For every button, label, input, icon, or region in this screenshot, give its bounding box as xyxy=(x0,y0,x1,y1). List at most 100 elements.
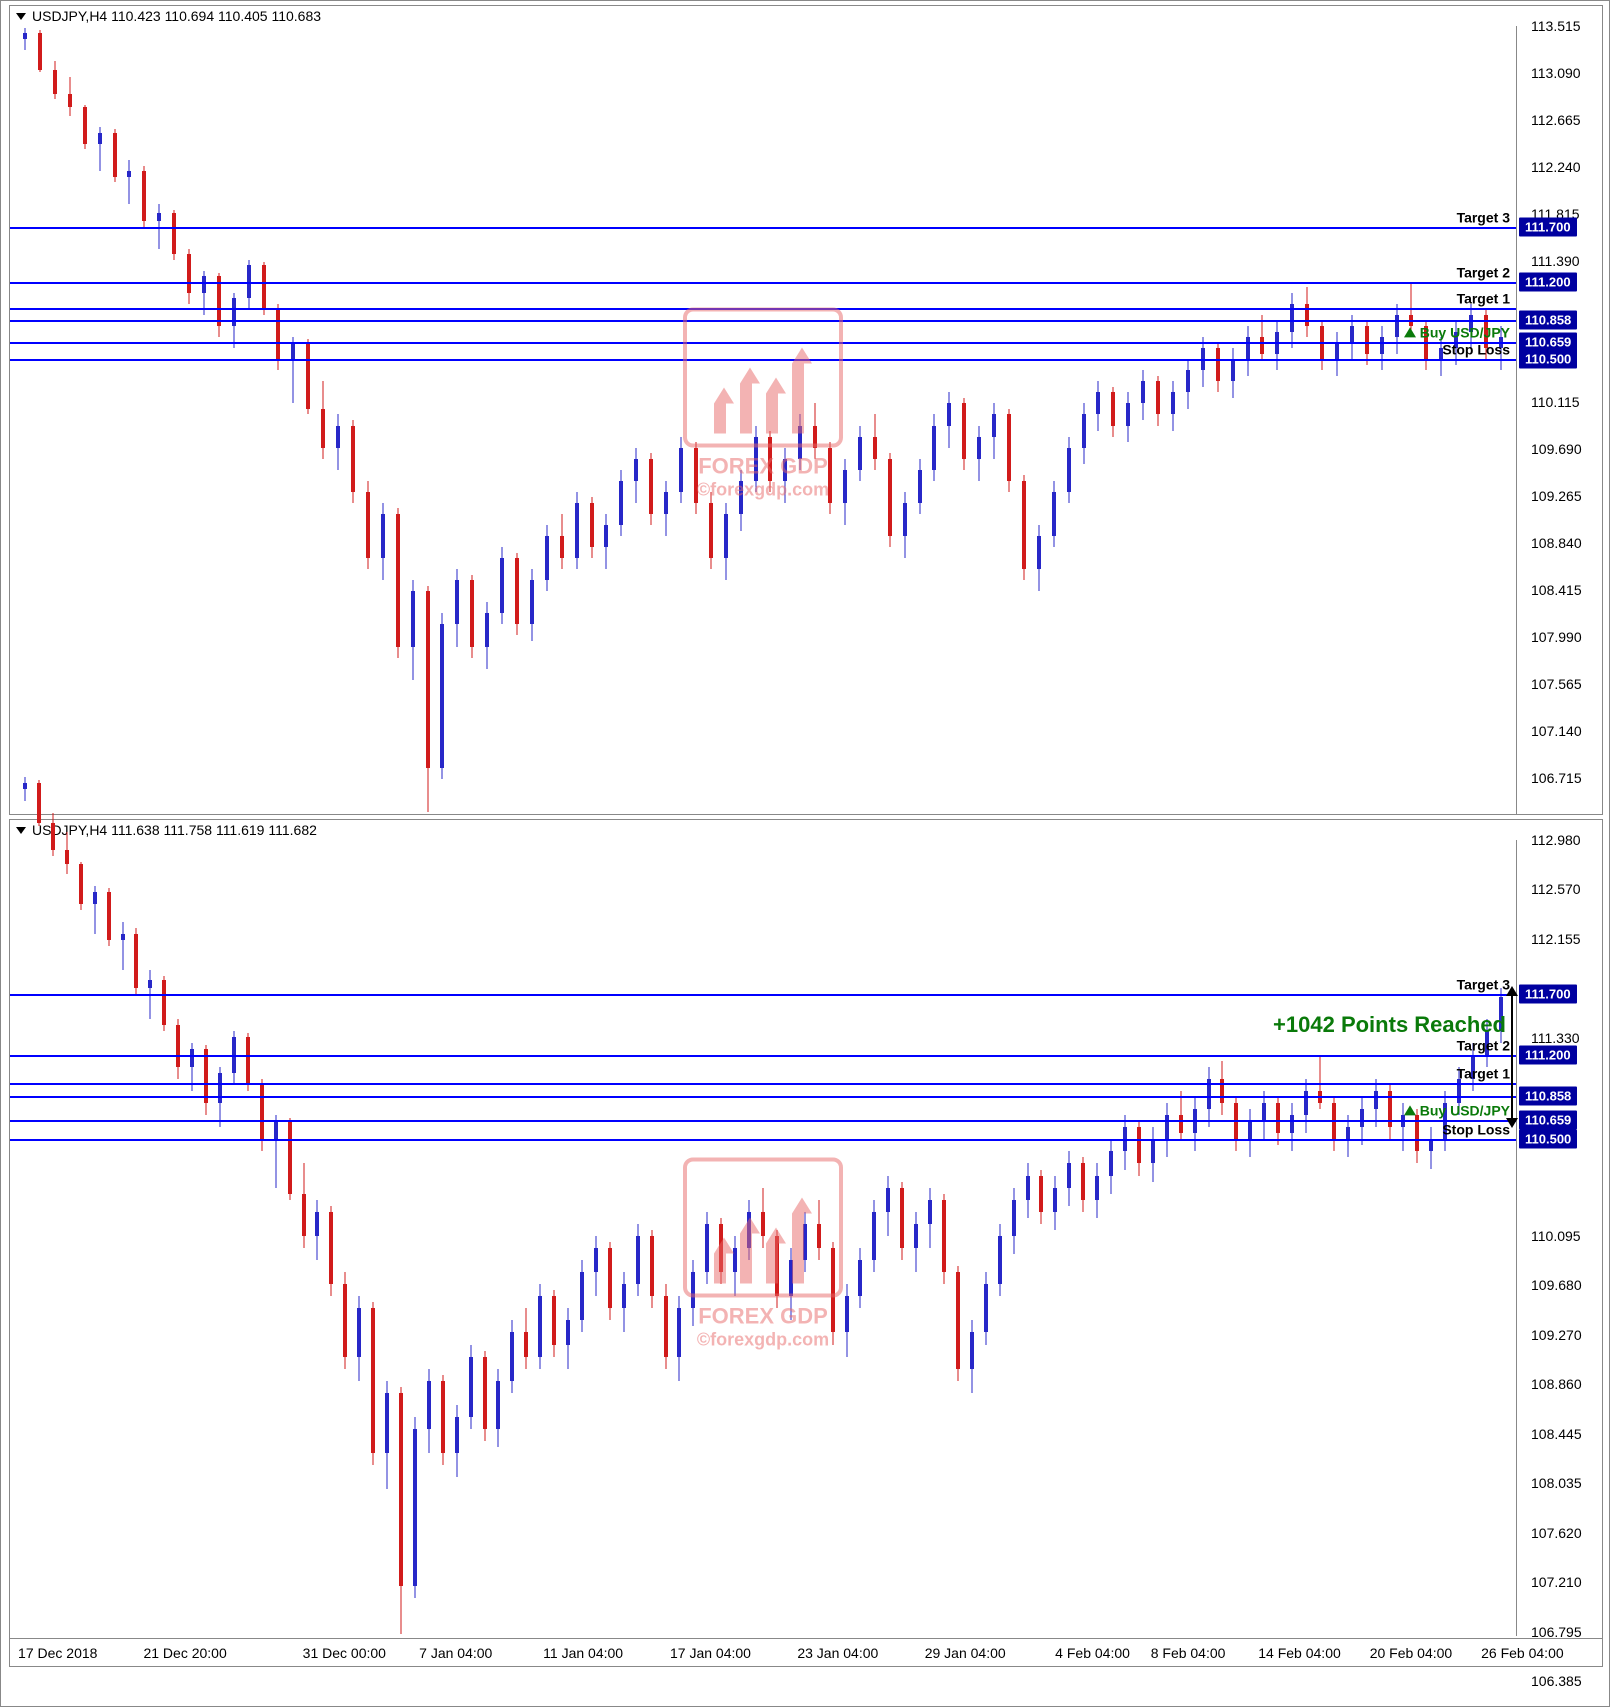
candle xyxy=(900,840,904,1636)
candle xyxy=(1499,840,1503,1636)
candle xyxy=(1484,26,1488,814)
yaxis-label: 106.385 xyxy=(1531,1673,1582,1689)
yaxis-label: 107.620 xyxy=(1531,1525,1582,1541)
candle xyxy=(500,26,504,814)
bottom-plot-area[interactable]: Target 3Target 2Target 1Buy USD/JPYStop … xyxy=(10,840,1516,1636)
candle xyxy=(754,26,758,814)
price-box: 110.500 xyxy=(1519,350,1577,369)
candle xyxy=(636,840,640,1636)
candle xyxy=(1395,26,1399,814)
candle xyxy=(622,840,626,1636)
level-label: Stop Loss xyxy=(1442,342,1510,358)
candle xyxy=(246,840,250,1636)
yaxis-label: 109.265 xyxy=(1531,488,1582,504)
candle xyxy=(1260,26,1264,814)
candle xyxy=(1360,840,1364,1636)
dropdown-triangle-icon xyxy=(16,13,26,20)
xaxis-label: 31 Dec 00:00 xyxy=(303,1645,386,1661)
candle xyxy=(1165,840,1169,1636)
level-label: Target 3 xyxy=(1457,977,1510,993)
candle xyxy=(872,840,876,1636)
candle xyxy=(858,26,862,814)
candle xyxy=(1350,26,1354,814)
candle xyxy=(970,840,974,1636)
dropdown-triangle-icon xyxy=(16,827,26,834)
candle xyxy=(724,26,728,814)
candle xyxy=(441,840,445,1636)
candle xyxy=(608,840,612,1636)
candle xyxy=(1429,840,1433,1636)
xaxis-label: 8 Feb 04:00 xyxy=(1151,1645,1226,1661)
candle xyxy=(1469,26,1473,814)
horizontal-level-line xyxy=(10,227,1516,229)
bottom-chart-panel: USDJPY,H4 111.638 111.758 111.619 111.68… xyxy=(9,819,1603,1667)
candle xyxy=(530,26,534,814)
xaxis-label: 26 Feb 04:00 xyxy=(1481,1645,1564,1661)
candle xyxy=(1439,26,1443,814)
candle xyxy=(932,26,936,814)
candle xyxy=(1039,840,1043,1636)
candle xyxy=(1022,26,1026,814)
candle xyxy=(469,840,473,1636)
top-plot-area[interactable]: Target 3Target 2Target 1Buy USD/JPYStop … xyxy=(10,26,1516,814)
candle xyxy=(1231,26,1235,814)
yaxis-label: 106.715 xyxy=(1531,770,1582,786)
candle xyxy=(524,840,528,1636)
yaxis-label: 107.210 xyxy=(1531,1574,1582,1590)
xaxis-label: 23 Jan 04:00 xyxy=(797,1645,878,1661)
price-box: 110.659 xyxy=(1519,332,1577,351)
candle xyxy=(998,840,1002,1636)
candle xyxy=(1141,26,1145,814)
yaxis-label: 108.840 xyxy=(1531,535,1582,551)
candle xyxy=(679,26,683,814)
yaxis-label: 112.155 xyxy=(1531,931,1581,947)
price-box: 110.858 xyxy=(1519,1087,1577,1106)
candle xyxy=(413,840,417,1636)
candle xyxy=(545,26,549,814)
price-box: 111.700 xyxy=(1519,217,1577,236)
candle xyxy=(1137,840,1141,1636)
candle xyxy=(928,840,932,1636)
candle xyxy=(677,840,681,1636)
candle xyxy=(172,26,176,814)
candle xyxy=(1096,26,1100,814)
candle xyxy=(1304,840,1308,1636)
candle xyxy=(79,840,83,1636)
candle xyxy=(366,26,370,814)
candle xyxy=(1081,840,1085,1636)
candle xyxy=(992,26,996,814)
candle xyxy=(828,26,832,814)
candle xyxy=(1151,840,1155,1636)
candle xyxy=(260,840,264,1636)
yaxis-label: 109.270 xyxy=(1531,1327,1582,1343)
candle xyxy=(1156,26,1160,814)
candle xyxy=(1248,840,1252,1636)
candle xyxy=(411,26,415,814)
candle xyxy=(775,840,779,1636)
candle xyxy=(510,840,514,1636)
candle xyxy=(381,26,385,814)
candle xyxy=(1290,26,1294,814)
candle xyxy=(1346,840,1350,1636)
candle xyxy=(127,26,131,814)
candle xyxy=(113,26,117,814)
container: USDJPY,H4 110.423 110.694 110.405 110.68… xyxy=(0,0,1610,1707)
candle xyxy=(288,840,292,1636)
candle xyxy=(1053,840,1057,1636)
candle xyxy=(1305,26,1309,814)
candle xyxy=(470,26,474,814)
horizontal-level-line xyxy=(10,1139,1516,1141)
candle xyxy=(664,26,668,814)
candle xyxy=(783,26,787,814)
candle xyxy=(1320,26,1324,814)
candle xyxy=(694,26,698,814)
candle xyxy=(873,26,877,814)
candle xyxy=(1485,840,1489,1636)
yaxis-label: 109.680 xyxy=(1531,1277,1582,1293)
candle xyxy=(604,26,608,814)
candle xyxy=(1424,26,1428,814)
candle xyxy=(23,26,27,814)
candle xyxy=(202,26,206,814)
candle xyxy=(1186,26,1190,814)
candle xyxy=(709,26,713,814)
